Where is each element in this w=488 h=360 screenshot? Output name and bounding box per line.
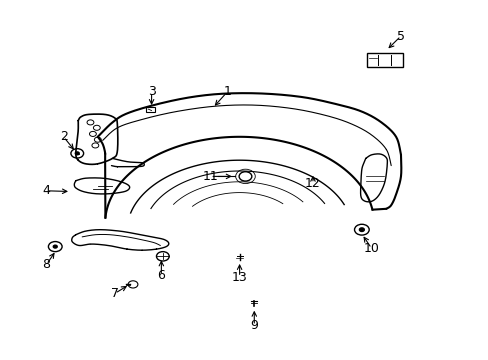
Text: 10: 10 [363, 242, 379, 255]
Circle shape [53, 245, 57, 248]
Bar [366, 53, 403, 67]
Text: 6: 6 [157, 269, 165, 282]
Text: 12: 12 [305, 177, 320, 190]
Text: 5: 5 [396, 30, 404, 42]
Circle shape [359, 228, 364, 231]
Bar [145, 107, 154, 112]
Text: 2: 2 [60, 130, 67, 143]
Circle shape [75, 152, 79, 155]
Text: 13: 13 [231, 271, 247, 284]
Text: 1: 1 [223, 85, 231, 98]
Text: 11: 11 [202, 170, 218, 183]
Text: 8: 8 [42, 258, 50, 271]
Text: 3: 3 [147, 85, 155, 98]
Text: 7: 7 [111, 287, 119, 300]
Text: 4: 4 [42, 184, 50, 197]
Text: 9: 9 [250, 319, 258, 332]
